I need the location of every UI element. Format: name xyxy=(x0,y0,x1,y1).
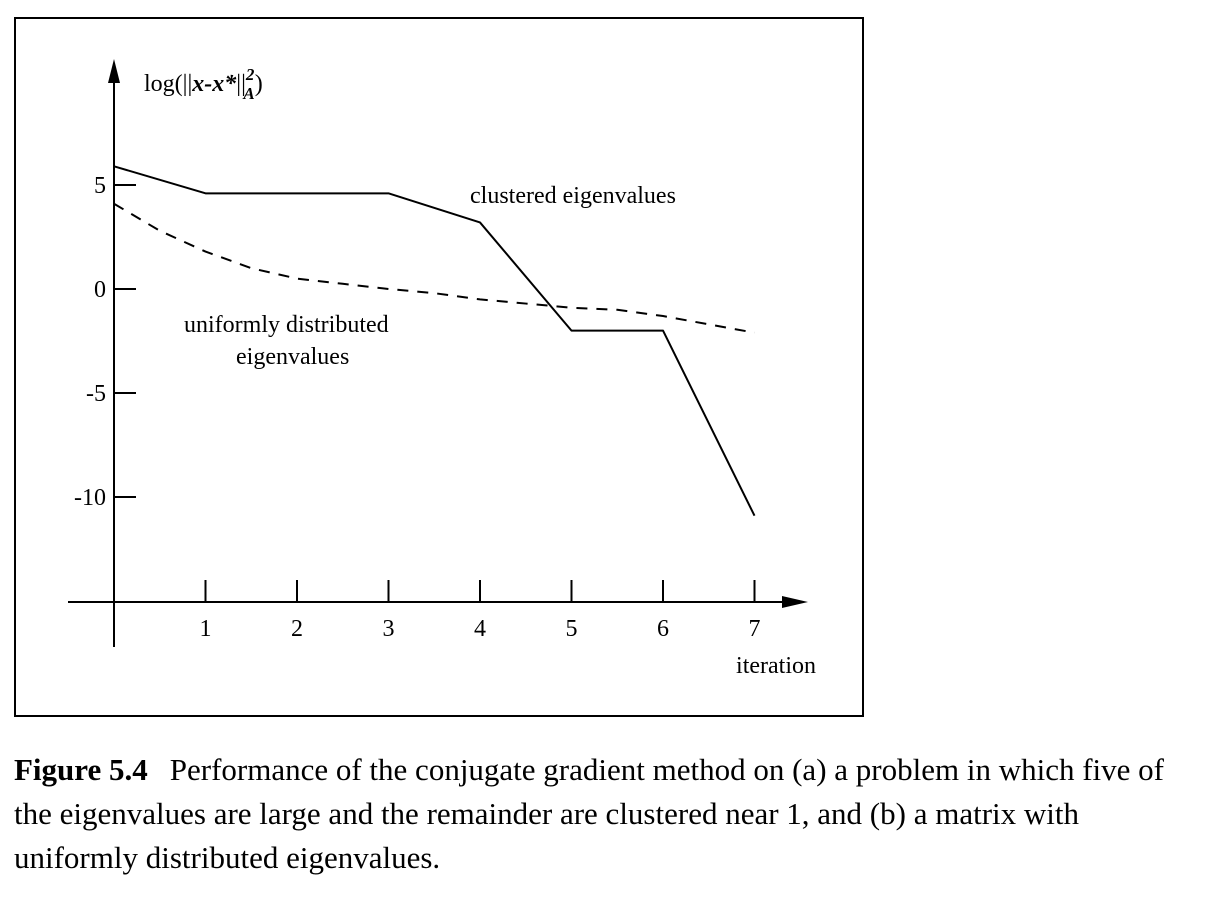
y-tick-label-0: 0 xyxy=(94,277,106,303)
x-axis-arrowhead xyxy=(782,596,808,608)
y-tick-label--10: -10 xyxy=(74,485,106,511)
y-tick-label-5: 5 xyxy=(94,173,106,199)
annotation-clustered: clustered eigenvalues xyxy=(470,183,676,209)
figure-frame: log(||x-x*||2 A) iteration 1 2 3 4 5 6 7 5 0 -5 -10… xyxy=(14,17,864,717)
x-tick-label-2: 2 xyxy=(291,616,303,642)
x-tick-label-4: 4 xyxy=(474,616,486,642)
y-axis-arrowhead xyxy=(108,59,120,83)
x-tick-label-7: 7 xyxy=(749,616,761,642)
annotation-uniform-line2: eigenvalues xyxy=(236,344,349,370)
caption-text: Performance of the conjugate gradient me… xyxy=(14,752,1164,875)
annotation-uniform-line1: uniformly distributed xyxy=(184,312,389,338)
x-tick-label-5: 5 xyxy=(566,616,578,642)
y-tick-label--5: -5 xyxy=(86,381,106,407)
y-axis-label: log(||x-x*||2 A) xyxy=(144,65,263,103)
series-line-clustered xyxy=(113,165,756,517)
x-tick-label-6: 6 xyxy=(657,616,669,642)
x-tick-label-1: 1 xyxy=(200,616,212,642)
convergence-chart: log(||x-x*||2 A) iteration 1 2 3 4 5 6 7 5 0 -5 -10… xyxy=(68,59,816,679)
x-axis-label: iteration xyxy=(736,653,816,679)
figure-caption: Figure 5.4 Performance of the conjugate g… xyxy=(14,748,1204,880)
x-tick-label-3: 3 xyxy=(383,616,395,642)
caption-label: Figure 5.4 xyxy=(14,752,148,787)
